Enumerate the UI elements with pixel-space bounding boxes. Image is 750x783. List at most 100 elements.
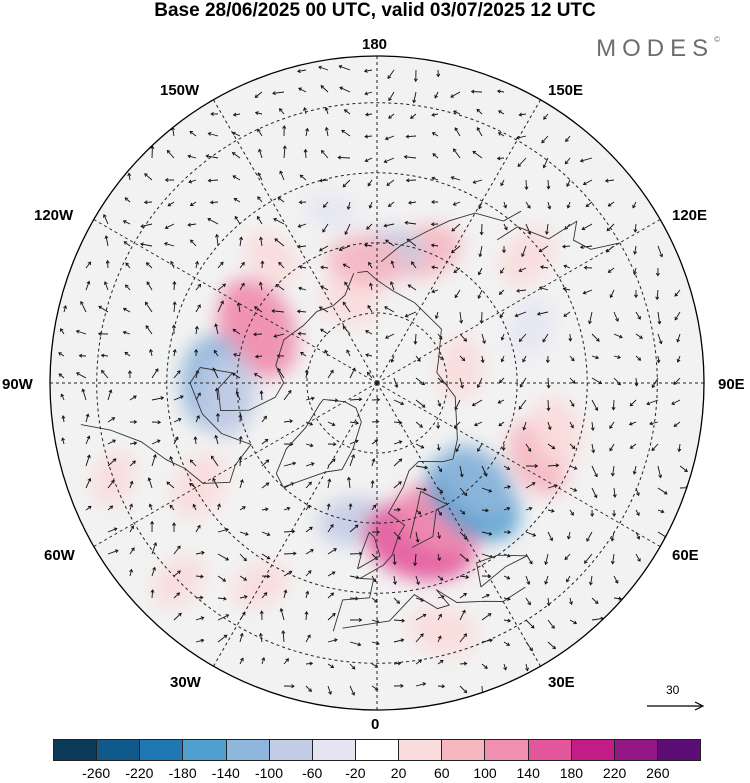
wind-arrow [283,506,291,511]
wind-arrow [470,89,483,94]
wind-arrow [459,553,470,562]
wind-arrow [327,548,337,555]
wind-arrow [147,477,153,489]
wind-arrow [607,267,615,273]
wind-arrow [503,465,511,470]
wind-arrow [259,610,264,621]
wind-arrow [415,633,424,643]
wind-arrow [239,595,248,599]
wind-arrow [305,549,314,555]
wind-arrow [210,111,219,116]
wind-arrow [388,91,395,102]
wind-arrow [365,330,373,335]
wind-arrow [322,223,329,233]
wind-arrow [214,387,219,401]
meridian-line [93,382,378,547]
wind-arrow [299,174,307,181]
wind-arrow [415,443,425,449]
wind-arrow [411,261,417,269]
wind-arrow [363,243,373,248]
wind-arrow [477,443,483,452]
wind-arrow [459,592,468,599]
wind-arrow [150,589,155,599]
wind-arrow [217,596,227,601]
wind-arrow [327,663,335,669]
brand-name: MODES [596,35,715,62]
anomaly-area [436,335,484,402]
wind-arrow [519,377,527,388]
wind-arrow [129,419,138,424]
wind-arrow [546,399,551,412]
wind-arrow [393,638,405,643]
wind-arrow [677,443,682,453]
wind-arrow [305,634,311,643]
wind-arrow [386,179,395,186]
wind-arrow [525,482,536,489]
wind-arrow [58,373,65,379]
wind-arrow [124,284,131,291]
coastline [357,531,381,570]
wind-arrow [207,217,219,225]
wind-arrow [646,399,659,406]
wind-arrow [371,597,378,603]
wind-arrow [326,503,331,511]
wind-arrow [254,111,263,115]
colorbar-tick-label: 20 [390,765,407,781]
wind-arrow [496,156,505,161]
wind-arrow [472,179,483,184]
wind-arrow [298,286,307,291]
wind-arrow [347,476,351,489]
brand-mark: © [714,35,720,44]
wind-arrow [657,311,662,325]
wind-arrow [503,485,511,489]
wind-arrow [478,245,483,258]
wind-arrow [98,305,109,313]
wind-arrow [282,125,287,137]
wind-arrow [190,239,197,247]
wind-arrow [257,172,263,181]
wind-arrow [454,127,461,137]
wind-arrow [569,465,578,470]
colorbar-ticks: -260 -220 -180 -140 -100 -60 -20 20 60 100 140 180 2… [53,765,701,783]
wind-arrow [125,262,131,269]
wind-arrow [277,197,285,203]
wind-arrow [389,281,395,291]
wind-arrow [500,355,505,363]
colorbar-cell [269,740,313,760]
wind-arrow [367,179,373,187]
wind-arrow [349,685,356,696]
wind-arrow [167,201,175,207]
wind-arrow [501,443,506,452]
wind-arrow [546,377,551,389]
wind-arrow [566,179,571,187]
wind-arrow [629,399,637,407]
wind-arrow [107,458,117,467]
wind-arrow [107,439,116,445]
wind-arrow [337,155,351,160]
wind-arrow [349,524,359,533]
wind-arrow [189,483,197,489]
wind-arrow [151,420,162,425]
wind-arrow [673,421,681,427]
wind-arrow [635,509,640,516]
wind-arrow [383,223,395,228]
wind-arrow [547,463,560,468]
wind-arrow [415,377,426,386]
wind-arrow [547,619,555,629]
wind-arrow [143,200,153,205]
wind-arrow [434,311,439,320]
wind-arrow [481,663,488,669]
wind-arrow [239,657,244,665]
wind-arrow [281,630,286,643]
wind-arrow [349,663,356,670]
wind-arrow [343,109,351,115]
wind-arrow [188,179,197,184]
wind-arrow [129,480,134,489]
wind-arrow [452,201,461,206]
vector-scale-label: 30 [666,683,680,697]
meridian-line [376,382,661,547]
wind-arrow [129,395,137,401]
wind-arrow [611,399,616,411]
wind-arrow [172,522,177,533]
wind-arrow [563,311,571,317]
